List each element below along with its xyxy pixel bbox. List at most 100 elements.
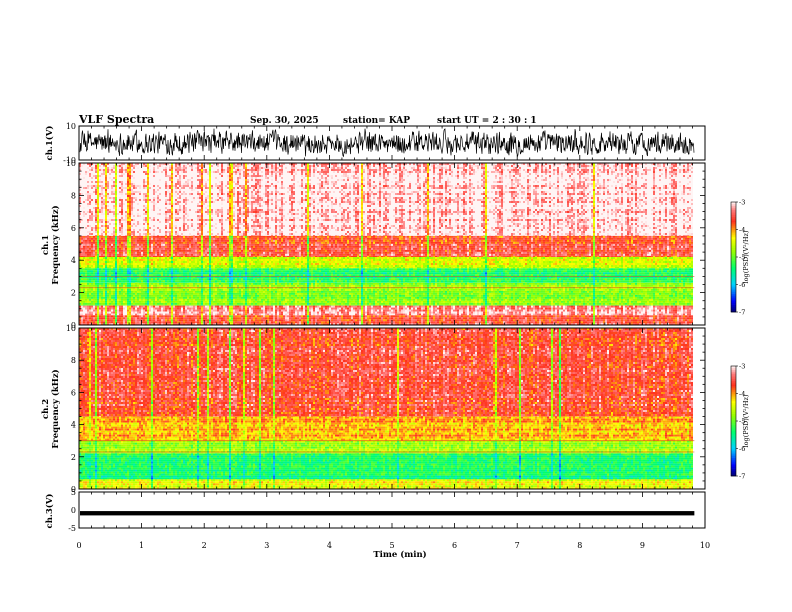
ch1-spectrogram-cell [437,167,439,169]
ch1-spectrogram-cell [119,165,121,167]
ch1-spectrogram-cell [127,169,129,171]
ch1-spectrogram-cell [653,167,655,169]
ch1-spectrogram-cell [349,167,351,169]
ch1-spectrogram-cell [665,167,667,169]
ch1-spectrogram-cell [295,167,297,169]
ch1-spectrogram-cell [175,167,177,169]
ch1-spectrogram-cell [217,167,219,169]
ch1-spectrogram-cell [477,165,479,167]
ch1-spectrogram-cell [283,165,285,167]
ch1-spectrogram-cell [513,165,515,167]
ch1-spectrogram-cell [245,165,247,167]
ch1-spectrogram-cell [451,167,453,169]
ch1-spectrogram-cell [343,167,345,169]
ch1-spectrogram-cell [439,167,441,169]
ch1-spectrogram-cell [183,165,185,167]
ch1-spectrogram-cell [243,165,245,167]
ch1-spectrogram-cell [349,165,351,167]
ch1-spectrogram-cell [639,165,641,167]
ch1-spectrogram-cell [621,167,623,169]
ch1-spectrogram-cell [673,165,675,167]
ch1-spectrogram-cell [109,169,111,171]
ch1-spectrogram-cell [487,167,489,169]
ch1-spectrogram-cell [185,165,187,167]
ch1-spectrogram-cell [473,165,475,167]
ch1-spectrogram-cell [287,167,289,169]
ch1-spectrogram-cell [313,165,315,167]
ch1-spectrogram-cell [331,165,333,167]
ch1-spectrogram-cell [269,167,271,169]
ch1-spectrogram-cell [309,165,311,167]
ch1-spectrogram-cell [503,167,505,169]
ch1-spectrogram-cell [351,167,353,169]
ch1-spectrogram-cell [105,165,107,167]
ch1-spectrogram-cell [633,167,635,169]
ch1-spectrogram-cell [521,167,523,169]
ch1-spectrogram-cell [623,165,625,167]
ch1-spectrogram-cell [589,167,591,169]
ch1-spectrogram-cell [515,167,517,169]
ch1-spectrogram-cell [217,165,219,167]
ch1-spectrogram-cell [181,165,183,167]
ch1-spectrogram-cell [319,165,321,167]
ch1-spectrogram-cell [425,167,427,169]
ch1-spectrogram-cell [95,165,97,167]
ch1-spectrogram-cell [551,167,553,169]
ch1-spectrogram-cell [281,165,283,167]
ch1-spectrogram-cell [237,165,239,167]
ch1-spectrogram-cell [619,167,621,169]
ch1-spectrogram-cell [501,165,503,167]
ch1-spectrogram-cell [427,165,429,167]
ch1-spectrogram-cell [601,167,603,169]
ch1-spectrogram-cell [613,167,615,169]
ch1-spectrogram-cell [87,167,89,169]
ch1-spectrogram-cell [447,165,449,167]
ch1-spectrogram-cell [161,167,163,169]
ch1-spectrogram-cell [131,165,133,167]
ch1-spectrogram-cell [289,167,291,169]
ch1-spectrogram-cell [671,165,673,167]
ch1-spectrogram-cell [135,169,137,171]
ch1-spectrogram-cell [175,165,177,167]
ch1-spectrogram-cell [149,165,151,167]
ch1-spectrogram-cell [277,167,279,169]
ch1-spectrogram-cell [355,165,357,167]
ch1-spectrogram-cell [397,167,399,169]
ch1-spectrogram-cell [625,165,627,167]
ch1-spectrogram-cell [285,167,287,169]
ch1-spectrogram-cell [443,167,445,169]
ch1-spectrogram-cell [665,165,667,167]
ch1-spectrogram-cell [297,165,299,167]
ch1-spectrogram-cell [151,165,153,167]
ch1-spectrogram-cell [605,167,607,169]
ch1-spectrogram-cell [411,165,413,167]
ch1-spectrogram-cell [483,167,485,169]
ch1-spectrogram-cell [635,165,637,167]
ch1-spectrogram-cell [155,165,157,167]
ch1-spectrogram-cell [609,165,611,167]
ch1-spectrogram-cell [153,167,155,169]
ch1-spectrogram-cell [435,165,437,167]
ch1-spectrogram-cell [229,167,231,169]
ch1-spectrogram-cell [497,167,499,169]
ch1-spectrogram-cell [95,169,97,171]
ch1-spectrogram-cell [557,167,559,169]
ch1-spectrogram-cell [99,167,101,169]
ch1-spectrogram-cell [371,165,373,167]
ch1-spectrogram-cell [543,167,545,169]
ch1-spectrogram-cell [393,167,395,169]
ch1-spectrogram-cell [377,167,379,169]
ch1-spectrogram-cell [325,167,327,169]
ch1-spectrogram-cell [213,165,215,167]
ch1-spectrogram-cell [423,165,425,167]
ch1-spectrogram-cell [125,167,127,169]
ch1-spectrogram-cell [585,167,587,169]
ch1-spectrogram-cell [213,167,215,169]
ch1-spectrogram-cell [181,167,183,169]
ch1-spectrogram-cell [387,165,389,167]
ch1-spectrogram-cell [573,165,575,167]
ch1-spectrogram-cell [125,165,127,167]
ch1-spectrogram-cell [469,167,471,169]
ch1-spectrogram-cell [361,167,363,169]
ch1-spectrogram-cell [469,165,471,167]
